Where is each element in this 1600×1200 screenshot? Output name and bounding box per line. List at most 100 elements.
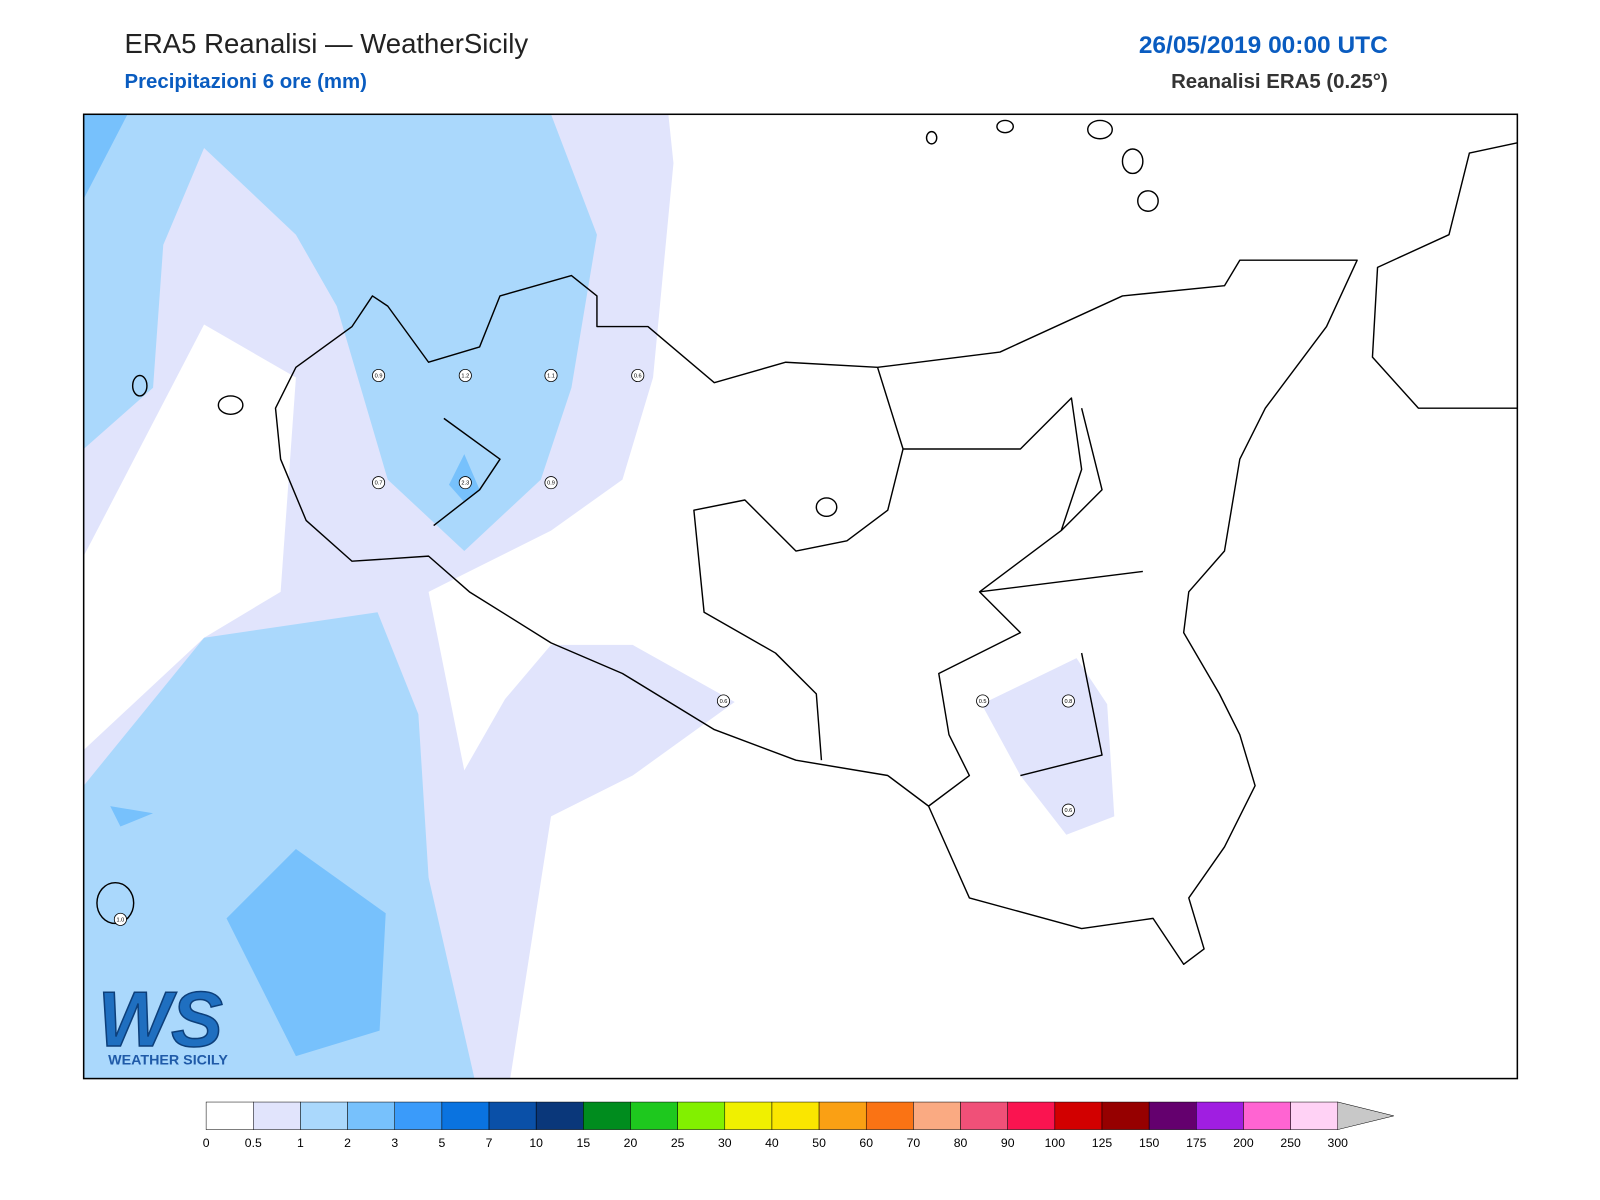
station-marker [458, 476, 472, 490]
station-value: 1.2 [461, 374, 469, 380]
colorbar-extend [1337, 1101, 1394, 1130]
colorbar-box [1243, 1101, 1291, 1130]
area-1 [83, 114, 597, 552]
station-marker [372, 476, 386, 490]
colorbar-box [913, 1101, 961, 1130]
logo-mark: WS [98, 977, 223, 1063]
station-value: 2.3 [461, 481, 469, 487]
stations: 0.9 1.2 1.1 0.6 0.7 2.3 0.9 0.6 0.5 0.8 0.6 1.0 [113, 368, 1075, 926]
colorbar-box [441, 1101, 490, 1130]
island [996, 119, 1014, 134]
colorbar-box [1148, 1101, 1197, 1130]
colorbar-box [300, 1101, 348, 1130]
precip-field: 0.9 1.2 1.1 0.6 0.7 2.3 0.9 0.6 0.5 0.8 0.6 1.0 WS … [83, 114, 1518, 1079]
colorbar-box [865, 1101, 914, 1130]
island [96, 881, 135, 925]
colorbar-box [630, 1101, 678, 1130]
colorbar-box [253, 1101, 301, 1130]
colorbar-label: 90 [1001, 1136, 1015, 1150]
colorbar-label: 2 [344, 1136, 351, 1150]
colorbar-label: 25 [671, 1136, 685, 1150]
map-frame [82, 113, 1519, 1080]
station-value: 0.9 [375, 374, 383, 380]
station-value: 1.0 [117, 917, 125, 923]
colorbar-label: 7 [486, 1136, 493, 1150]
colorbar-label: 80 [954, 1136, 968, 1150]
colorbar-label: 300 [1328, 1136, 1349, 1150]
colorbar-box [771, 1101, 820, 1130]
colorbar-box [960, 1101, 1008, 1130]
colorbar-label: 10 [529, 1136, 543, 1150]
station-value: 0.8 [1064, 699, 1072, 705]
colorbar-label: 0.5 [245, 1136, 262, 1150]
colorbar-label: 40 [765, 1136, 779, 1150]
logo-text: WEATHER SICILY [108, 1052, 228, 1068]
colorbar-box [205, 1101, 254, 1130]
colorbar-label: 70 [907, 1136, 921, 1150]
area-0 [83, 324, 296, 750]
area-05 [981, 658, 1115, 835]
station-value: 0.6 [720, 699, 728, 705]
station-value: 0.6 [1064, 808, 1072, 814]
calabria-coast [1371, 142, 1518, 409]
sicily-coast [274, 259, 1358, 965]
station-marker [544, 476, 558, 490]
source: Reanalisi ERA5 (0.25°) [1171, 71, 1388, 93]
colorbar-box [583, 1101, 631, 1130]
colorbar-label: 1 [297, 1136, 304, 1150]
station-marker [372, 368, 386, 383]
colorbar-label: 5 [438, 1136, 445, 1150]
colorbar-box [818, 1101, 867, 1130]
station-value: 1.1 [547, 374, 555, 380]
colorbar-box [1196, 1101, 1244, 1130]
colorbar-box [1007, 1101, 1056, 1130]
station-marker [1061, 803, 1075, 817]
colorbar-box [347, 1101, 395, 1130]
station-value: 0.7 [375, 481, 383, 487]
colorbar-box [724, 1101, 773, 1130]
colorbar-label: 0 [203, 1136, 210, 1150]
station-marker [716, 694, 730, 708]
colorbar-label: 100 [1045, 1136, 1066, 1150]
colorbar-label: 30 [718, 1136, 732, 1150]
station-marker [458, 368, 472, 383]
colorbar-box [1101, 1101, 1150, 1130]
colorbar-label: 150 [1139, 1136, 1160, 1150]
colorbar-box [535, 1101, 584, 1130]
island [1087, 119, 1113, 140]
area-2 [83, 114, 480, 1057]
colorbar-label: 50 [812, 1136, 826, 1150]
station-marker [976, 694, 990, 708]
island [815, 497, 838, 518]
colorbar-label: 60 [859, 1136, 873, 1150]
station-marker [631, 368, 645, 383]
station-marker [544, 368, 558, 383]
colorbar-label: 175 [1186, 1136, 1207, 1150]
island [1137, 190, 1159, 212]
colorbar-box [488, 1101, 537, 1130]
colorbar-box [1054, 1101, 1103, 1130]
colorbar-label: 20 [624, 1136, 638, 1150]
station-value: 0.6 [634, 374, 642, 380]
datetime: 26/05/2019 00:00 UTC [1139, 32, 1388, 59]
station-value: 0.9 [547, 481, 555, 487]
colorbar-label: 200 [1233, 1136, 1254, 1150]
colorbar-label: 250 [1280, 1136, 1301, 1150]
colorbar-box [677, 1101, 726, 1130]
island [925, 130, 938, 145]
logo: WS WEATHER SICILY [97, 976, 228, 1068]
station-value: 0.5 [979, 699, 987, 705]
island [217, 395, 244, 416]
province-borders [433, 367, 1143, 807]
colorbar: 0 0.5 1 2 3 5 7 10 15 20 25 30 40 50 60 70 80 90 100 125 150… [203, 1101, 1394, 1150]
colorbar-label: 15 [577, 1136, 591, 1150]
subtitle: Precipitazioni 6 ore (mm) [124, 71, 366, 93]
island [1121, 148, 1144, 175]
island [131, 374, 148, 397]
colorbar-box [1290, 1101, 1339, 1130]
station-marker [1061, 694, 1075, 708]
colorbar-box [394, 1101, 443, 1130]
